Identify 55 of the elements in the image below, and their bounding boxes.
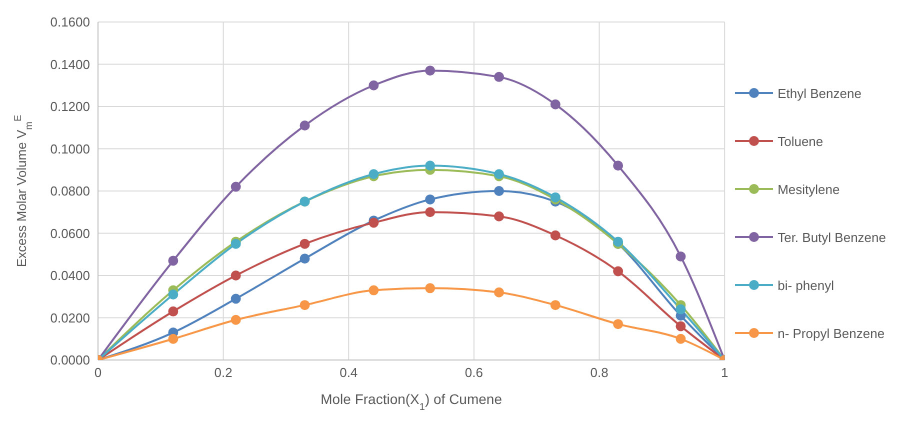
- legend-label: Toluene: [778, 134, 824, 148]
- y-tick-label: 0.0200: [50, 310, 90, 326]
- point: [550, 300, 560, 310]
- point: [425, 160, 436, 171]
- point: [550, 230, 560, 240]
- point: [230, 182, 241, 192]
- y-tick-label: 0.1600: [50, 14, 90, 30]
- point: [168, 334, 178, 344]
- legend-label: Ter. Butyl Benzene: [778, 230, 886, 244]
- y-tick-label: 0.1400: [50, 56, 90, 72]
- point: [494, 186, 504, 196]
- point: [368, 80, 379, 90]
- point: [230, 294, 241, 304]
- point: [494, 72, 504, 82]
- point: [676, 321, 686, 332]
- x-tick-label: 0.2: [214, 365, 232, 380]
- point: [613, 266, 624, 276]
- point: [230, 270, 241, 280]
- point: [676, 304, 686, 314]
- x-tick-label: 0.4: [340, 365, 358, 380]
- point: [300, 300, 310, 310]
- x-tick-label: 0: [94, 365, 102, 380]
- y-tick-label: 0.0000: [50, 352, 90, 368]
- legend-label: Mesitylene: [778, 182, 840, 196]
- point: [230, 314, 241, 325]
- point: [613, 319, 624, 330]
- point: [550, 99, 560, 110]
- point: [425, 194, 436, 204]
- x-tick-label: 0.6: [464, 365, 483, 380]
- legend-label: Ethyl Benzene: [778, 86, 862, 100]
- y-tick-label: 0.0400: [50, 268, 90, 284]
- point: [676, 334, 686, 344]
- legend-label: bi- phenyl: [778, 278, 834, 292]
- y-tick-label: 0.1000: [50, 141, 90, 156]
- point: [676, 251, 686, 262]
- point: [494, 287, 504, 298]
- point: [300, 120, 310, 131]
- point: [368, 285, 379, 296]
- y-tick-label: 0.0800: [50, 184, 90, 199]
- point: [613, 160, 624, 171]
- point: [425, 283, 436, 294]
- point: [300, 254, 310, 264]
- point: [168, 256, 178, 266]
- y-tick-label: 0.1200: [50, 99, 90, 114]
- y-tick-label: 0.0600: [50, 226, 90, 241]
- point: [425, 66, 436, 76]
- point: [494, 211, 504, 222]
- x-tick-label: 0.8: [590, 365, 608, 380]
- x-tick-label: 1: [720, 365, 728, 380]
- point: [168, 306, 178, 316]
- x-axis-title: Mole Fraction(X$_{1}$) of Cumene: [320, 391, 502, 412]
- point: [425, 207, 436, 218]
- point: [300, 238, 310, 249]
- point: [168, 290, 178, 300]
- legend-label: n- Propyl Benzene: [778, 326, 885, 340]
